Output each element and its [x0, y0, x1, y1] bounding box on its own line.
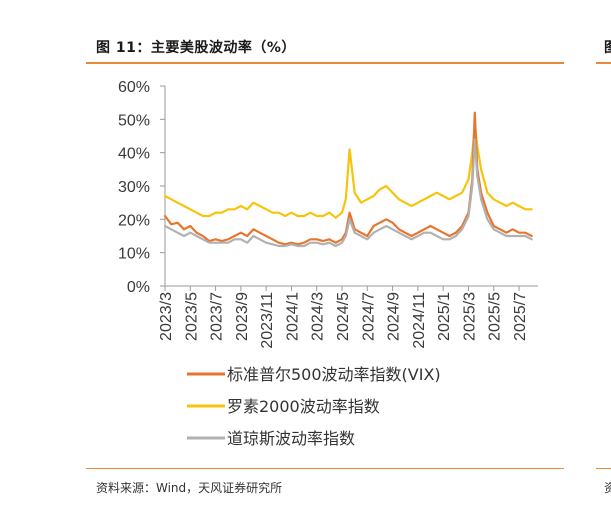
x-tick-label: 2024/11 [411, 292, 428, 349]
x-tick-label: 2024/5 [335, 292, 352, 341]
x-tick-label: 2023/3 [158, 292, 175, 341]
x-tick-label: 2024/7 [360, 292, 377, 341]
x-tick-label: 2023/11 [259, 292, 276, 349]
y-axis: 0% 10% 20% 30% 40% 50% 60% [118, 79, 166, 296]
series-layer [163, 111, 533, 248]
y-tick-label: 20% [118, 212, 150, 229]
x-tick-label: 2023/9 [234, 292, 251, 341]
y-tick-label: 10% [118, 246, 150, 263]
y-tick-label: 30% [118, 179, 150, 196]
x-tick-label: 2023/7 [209, 292, 226, 341]
source-note: 资料来源：Wind，天风证券研究所 [96, 481, 283, 495]
source-rule [86, 468, 564, 469]
series-line-0 [163, 111, 533, 246]
legend-label-2: 道琼斯波动率指数 [227, 429, 355, 448]
next-title-rule [596, 62, 611, 64]
x-tick-label: 2025/7 [512, 292, 529, 341]
y-tick-label: 40% [118, 146, 150, 163]
x-tick-label: 2024/9 [386, 292, 403, 341]
y-tick-label: 60% [118, 79, 150, 96]
chart-title: 图 11：主要美股波动率（%） [96, 40, 296, 56]
x-tick-label: 2025/1 [436, 292, 453, 341]
next-chart-title-fragment: 图 [604, 37, 611, 57]
x-tick-label: 2024/3 [310, 292, 327, 341]
next-source-fragment: 资 [604, 481, 611, 495]
series-line-2 [163, 138, 533, 248]
legend-label-0: 标准普尔500波动率指数(VIX) [227, 365, 441, 384]
x-tick-label: 2025/3 [461, 292, 478, 341]
y-tick-label: 0% [127, 279, 150, 296]
legend-label-1: 罗素2000波动率指数 [227, 397, 380, 416]
x-tick-label: 2025/5 [487, 292, 504, 341]
title-rule [86, 62, 564, 64]
y-tick-label: 50% [118, 112, 150, 129]
next-source-rule [596, 468, 611, 469]
x-tick-label: 2023/5 [183, 292, 200, 341]
x-axis: 2023/3 2023/5 2023/7 2023/9 2023/11 2024/1 202… [158, 285, 538, 349]
x-tick-label: 2024/1 [284, 292, 301, 341]
